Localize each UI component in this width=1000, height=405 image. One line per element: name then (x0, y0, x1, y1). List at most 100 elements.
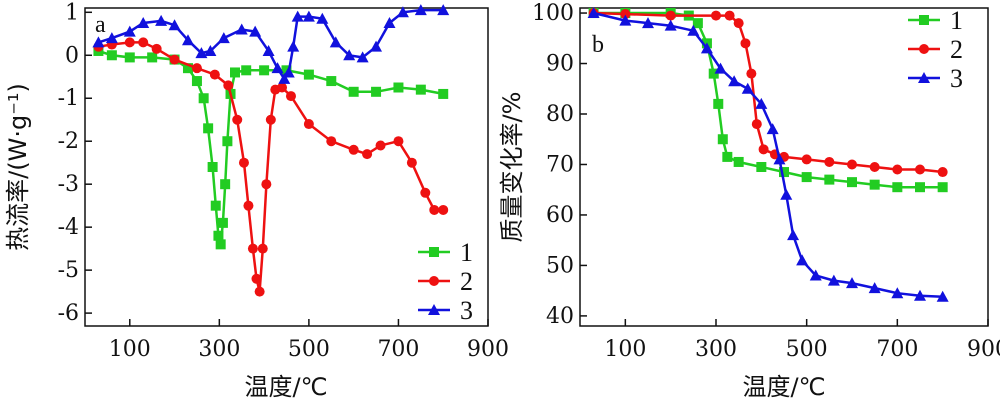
panel-b-legend-label: 2 (950, 35, 963, 64)
panel-a-series-1-point (198, 93, 209, 104)
panel-a-series-3-point (204, 44, 217, 56)
panel-b-series-1-point (869, 179, 880, 190)
panel-a-series-2-point (265, 114, 276, 125)
panel-b-legend-item-2: 2 (908, 35, 963, 64)
panel-a-series-1-point (203, 123, 214, 134)
panel-a-series-3-point (137, 17, 150, 29)
panel-a-series-3-point (291, 10, 304, 22)
panel-a-y-tick-label: 0 (65, 43, 79, 68)
panel-a-series-1-point (393, 82, 404, 93)
panel-a-series-2-point (362, 149, 373, 160)
panel-b-y-tick-label: 40 (546, 304, 574, 329)
panel-b-y-tick-label: 80 (546, 102, 574, 127)
panel-a-series-1-point (303, 69, 314, 80)
panel-a-series-3-point (370, 40, 383, 52)
panel-b-plot-frame (579, 7, 989, 327)
panel-b-series-2-point (620, 9, 631, 20)
panel-b-series (587, 7, 949, 302)
panel-a-series-3-point (329, 36, 342, 48)
panel-a-series-3-point (195, 47, 208, 59)
panel-b-series-1-point (801, 172, 812, 183)
panel-a-series-3-point (287, 40, 300, 52)
panel-a-series-2-point (238, 157, 249, 168)
panel-b-x-axis-title: 温度/℃ (742, 373, 825, 401)
panel-a-series-3-point (396, 6, 409, 18)
panel-a-legend-item-1: 1 (418, 238, 473, 267)
panel-a-series-1-point (182, 63, 193, 74)
panel-b-legend-swatch-marker (918, 72, 930, 83)
panel-b-series-1 (588, 8, 948, 193)
panel-a-x-axis-title: 温度/℃ (244, 373, 327, 401)
panel-a-legend-item-3: 3 (418, 296, 473, 325)
panel-a-x-tick-label: 500 (288, 337, 330, 362)
panel-a-series-1-point (415, 84, 426, 95)
panel-a-series (92, 4, 450, 297)
panel-a-series-2-point (420, 187, 431, 198)
panel-a-series-2-point (223, 80, 234, 91)
panel-a-series-2-point (191, 63, 202, 74)
panel-a-y-tick-label: -6 (58, 301, 79, 326)
panel-b-series-3-point (728, 75, 741, 87)
panel-a-series-2-point (151, 43, 162, 54)
panel-a-series-1-point (326, 76, 337, 87)
panel-b-legend-item-3: 3 (908, 64, 963, 93)
panel-a-series-3-point (235, 23, 248, 35)
panel-a-series-3-point (383, 17, 396, 29)
panel-b-y-tick-label: 60 (546, 203, 574, 228)
panel-b-mass-change-chart: b 100 300 500 700 900 100 90 80 70 60 50 40 123 温度/… (498, 1, 1000, 401)
panel-b-series-1-line (593, 11, 943, 189)
panel-b-x-tick-label: 500 (786, 337, 828, 362)
panel-b-series-2-point (824, 156, 835, 167)
panel-a-series-1-point (241, 65, 252, 76)
panel-a-series-2-point (303, 119, 314, 130)
panel-b-series-3-point (714, 62, 727, 74)
panel-b-legend-swatch-marker (919, 44, 929, 54)
panel-a-legend-label: 2 (460, 267, 473, 296)
panel-b-series-3-point (809, 269, 822, 281)
panel-a-series-1-point (215, 239, 226, 250)
panel-b-series-3-point (891, 287, 904, 299)
panel-a-series-1-point (217, 217, 228, 228)
panel-b-legend: 123 (908, 6, 963, 93)
panel-b-series-1-point (722, 151, 733, 162)
panel-a-series-1-point (191, 76, 202, 87)
panel-b-legend-label: 3 (950, 64, 963, 93)
panel-a-series-2-point (138, 37, 149, 48)
panel-a-legend-label: 1 (460, 238, 473, 267)
panel-a-series-3-point (271, 62, 284, 74)
panel-b-series-3-point (741, 82, 754, 94)
panel-a-series-3-point (343, 49, 356, 61)
panel-b-x-tick-label: 300 (695, 337, 737, 362)
panel-a-series-1-point (259, 65, 270, 76)
panel-a-series-1-point (371, 86, 382, 97)
panel-a-series-2-line (98, 41, 444, 292)
panel-b-series-3-point (914, 289, 926, 301)
panel-b-y-tick-label: 50 (546, 253, 574, 278)
panel-b-series-2-point (892, 164, 903, 175)
panel-a-y-tick-label: -5 (58, 258, 79, 283)
panel-a-y-tick-label: -1 (58, 86, 79, 111)
panel-a-series-3-point (123, 25, 136, 37)
panel-b-series-3 (587, 7, 949, 302)
panel-b-series-3-point (642, 17, 654, 29)
panel-b-series-2-point (751, 119, 762, 130)
panel-a-series-2-point (169, 54, 180, 65)
panel-b-series-1-point (915, 182, 925, 193)
panel-b-series-1-point (692, 18, 703, 29)
panel-a-series-1-point (348, 86, 359, 97)
panel-b-y-tick-label: 100 (532, 1, 574, 26)
panel-a-x-tick-label: 300 (198, 337, 240, 362)
panel-a-series-1-point (124, 52, 135, 63)
panel-a-y-tick-label: 1 (65, 0, 79, 25)
panel-a-series-2-point (251, 273, 262, 284)
panel-a-series-3-point (262, 44, 275, 56)
panel-a-series-2-point (375, 140, 386, 151)
panel-a-series-2-point (232, 114, 243, 125)
panel-b-series-3-point (687, 24, 700, 36)
panel-a-series-3-point (92, 36, 105, 48)
panel-a-y-tick-label: -2 (58, 129, 79, 154)
panel-b-series-1-point (779, 167, 789, 178)
panel-b-series-3-point (700, 42, 713, 54)
panel-b-legend-swatch-marker (919, 15, 929, 25)
panel-b-series-1-point (708, 68, 719, 79)
